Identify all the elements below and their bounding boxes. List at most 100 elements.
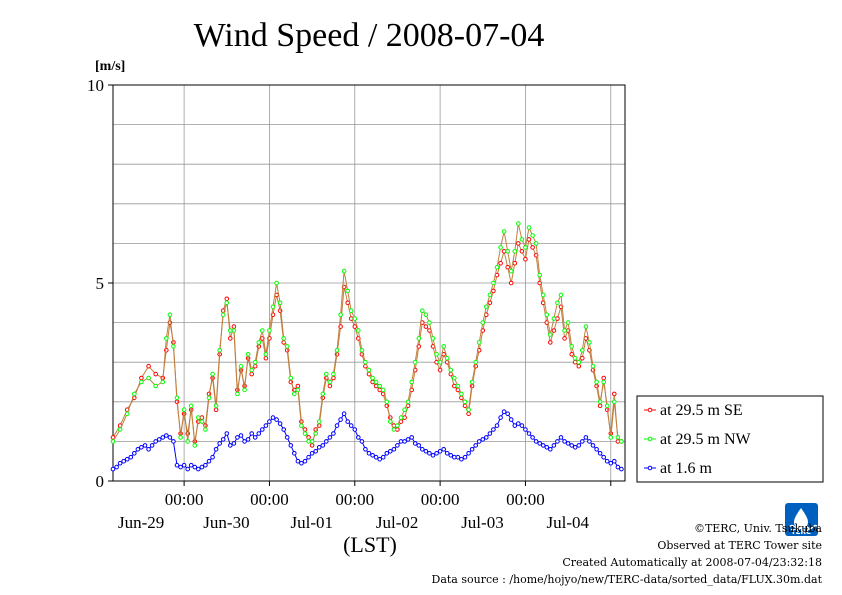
data-point (196, 466, 201, 472)
water-drop-icon (794, 508, 808, 529)
data-point (441, 344, 447, 349)
data-point (277, 421, 283, 426)
data-point (220, 437, 226, 442)
terc-logo: TERC (785, 503, 818, 536)
data-point (345, 419, 351, 424)
data-point (370, 453, 375, 458)
x-axis: 00:00Jun-2900:00Jun-3000:00Jul-0100:00Ju… (118, 481, 612, 532)
data-point (505, 264, 511, 270)
data-point (487, 431, 493, 436)
data-point (117, 460, 123, 466)
data-point (455, 454, 461, 460)
data-point (164, 336, 169, 341)
data-point (263, 352, 269, 357)
data-point (501, 229, 507, 234)
data-point (231, 324, 237, 329)
y-tick-label: 5 (96, 274, 105, 293)
data-point (523, 427, 528, 432)
data-point (228, 443, 233, 448)
data-point (267, 419, 272, 424)
data-point (270, 304, 276, 310)
data-point (220, 312, 226, 318)
data-point (146, 363, 151, 369)
data-point (466, 407, 471, 413)
footer-observed: Observed at TERC Tower site (657, 539, 822, 552)
data-point (505, 411, 511, 417)
data-point (146, 375, 151, 381)
data-point (498, 245, 503, 250)
data-point (519, 237, 525, 242)
data-point (366, 367, 372, 373)
data-point (441, 447, 447, 452)
data-point (512, 260, 518, 266)
data-point (260, 328, 265, 333)
data-point (345, 300, 351, 306)
data-point (612, 399, 617, 405)
data-point (331, 371, 336, 377)
data-point (427, 320, 432, 325)
data-point (448, 453, 454, 458)
data-point (370, 375, 375, 381)
data-point (316, 445, 322, 450)
data-point (523, 256, 528, 262)
data-point (245, 352, 251, 357)
data-point (124, 411, 130, 417)
data-point (533, 241, 539, 246)
data-point (572, 359, 578, 365)
data-point (565, 320, 571, 325)
data-point (139, 379, 144, 385)
data-point (110, 439, 116, 444)
data-point (167, 435, 173, 440)
data-point (576, 443, 582, 448)
data-point (348, 308, 354, 314)
data-point (405, 437, 411, 442)
data-point (174, 462, 180, 468)
data-point (569, 344, 575, 349)
data-point (373, 454, 379, 460)
data-point (224, 300, 230, 306)
data-point (473, 443, 479, 448)
chart-title: Wind Speed / 2008-07-04 (194, 17, 545, 54)
data-point (235, 391, 240, 397)
data-point (295, 387, 301, 393)
data-point (491, 288, 496, 294)
data-point (124, 456, 130, 462)
data-point (587, 340, 592, 345)
data-point (153, 371, 158, 377)
data-point (327, 435, 333, 440)
data-point (398, 439, 404, 444)
data-point (452, 375, 457, 381)
data-point (185, 439, 190, 444)
data-point (334, 348, 340, 353)
data-point (192, 464, 198, 470)
data-point (572, 445, 578, 450)
data-point (409, 435, 415, 440)
data-point (302, 431, 308, 436)
data-point (558, 435, 564, 440)
data-point (302, 458, 308, 464)
data-point (484, 435, 489, 440)
data-point (508, 280, 514, 286)
data-point (395, 423, 400, 428)
data-point (192, 443, 198, 448)
data-point (213, 403, 219, 409)
data-point (199, 419, 205, 424)
data-point (338, 312, 343, 318)
y-axis: 0 5 10 (87, 76, 113, 491)
data-point (494, 264, 500, 270)
data-point (256, 340, 262, 345)
data-point (160, 379, 166, 385)
data-point (537, 272, 543, 278)
data-point (412, 359, 418, 365)
data-point (217, 348, 222, 353)
y-tick-label: 0 (96, 472, 105, 491)
data-point (402, 415, 407, 420)
data-point (572, 355, 578, 361)
data-point (249, 431, 254, 436)
data-point (377, 456, 383, 462)
data-point (462, 454, 468, 460)
data-point (274, 417, 279, 422)
data-point (217, 441, 222, 446)
data-point (171, 439, 176, 444)
data-point (505, 249, 511, 254)
